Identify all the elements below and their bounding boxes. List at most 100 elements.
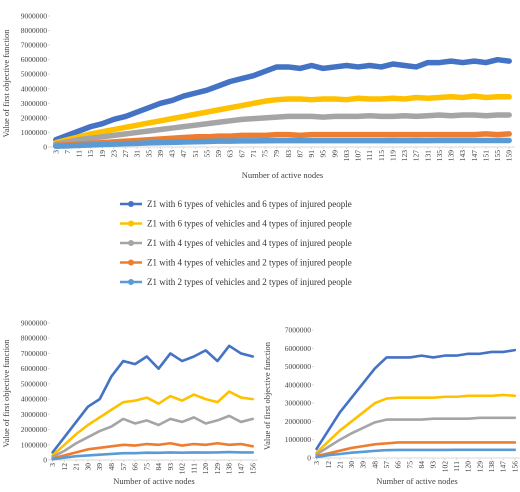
legend-label: Z1 with 4 types of vehicles and 4 types …	[147, 238, 352, 248]
x-tick-label: 66	[131, 463, 140, 471]
x-tick-label: 102	[440, 461, 449, 473]
x-tick-label: 135	[435, 150, 444, 162]
series-line	[315, 448, 517, 459]
x-tick-label: 31	[133, 150, 142, 158]
x-tick-label: 21	[72, 463, 81, 471]
series-line	[53, 112, 512, 147]
y-tick-label: 2000000	[21, 425, 48, 434]
y-tick-label: 5000000	[285, 362, 312, 371]
legend: Z1 with 6 types of vehicles and 6 types …	[120, 199, 352, 287]
series-line	[315, 393, 517, 454]
x-tick-label: 30	[347, 461, 356, 469]
x-tick-label: 111	[365, 150, 374, 161]
x-tick-label: 84	[154, 463, 163, 471]
x-tick-label: 30	[83, 463, 92, 471]
y-tick-label: 6000000	[285, 344, 312, 353]
y-tick-label: 3000000	[21, 410, 48, 419]
x-tick-label: 23	[109, 150, 118, 158]
y-tick-label: 5000000	[21, 70, 48, 79]
series-line	[51, 441, 255, 460]
x-tick-label: 155	[493, 150, 502, 162]
y-axis-title: Value of first objective function	[1, 29, 11, 138]
x-tick-label: 35	[144, 150, 153, 158]
x-tick-label: 3	[51, 150, 60, 154]
x-tick-label: 107	[354, 150, 363, 162]
y-tick-label: 6000000	[21, 364, 48, 373]
x-tick-label: 143	[458, 150, 467, 162]
x-tick-label: 84	[417, 461, 426, 469]
y-tick-label: 0	[43, 456, 47, 465]
y-tick-label: 4000000	[21, 84, 48, 93]
x-axis-title: Number of active nodes	[113, 476, 194, 486]
x-tick-label: 138	[225, 463, 234, 475]
x-tick-label: 3	[48, 463, 57, 467]
y-tick-label: 1000000	[285, 435, 312, 444]
x-tick-label: 21	[335, 461, 344, 469]
legend-label: Z1 with 4 types of vehicles and 2 types …	[147, 258, 352, 268]
y-tick-label: 2000000	[285, 417, 312, 426]
y-tick-label: 8000000	[21, 26, 48, 35]
y-axis-title: Value of first objective function	[262, 341, 272, 450]
x-tick-label: 156	[248, 463, 257, 475]
x-tick-label: 147	[499, 461, 508, 473]
y-tick-label: 1000000	[21, 128, 48, 137]
series-line	[315, 416, 517, 456]
x-tick-label: 59	[214, 150, 223, 158]
x-tick-label: 39	[95, 463, 104, 471]
x-tick-label: 79	[272, 150, 281, 158]
chart: 0 1000000 2000000 3000000 4000000 5000000 6000…	[1, 12, 515, 180]
x-tick-label: 27	[121, 150, 130, 158]
y-tick-label: 5000000	[21, 379, 48, 388]
x-tick-label: 75	[261, 150, 270, 158]
series-line	[51, 450, 255, 461]
x-tick-label: 103	[342, 150, 351, 162]
y-axis-title: Value of first objective function	[1, 339, 11, 448]
series-line	[53, 137, 512, 150]
series-line	[53, 93, 512, 146]
legend-marker	[128, 220, 134, 227]
x-tick-label: 138	[487, 461, 496, 473]
legend-label: Z1 with 6 types of vehicles and 6 types …	[147, 199, 352, 209]
x-tick-label: 11	[75, 150, 84, 157]
x-tick-label: 55	[202, 150, 211, 158]
x-tick-label: 19	[98, 150, 107, 158]
x-tick-label: 66	[394, 461, 403, 469]
series-line	[315, 441, 517, 458]
x-tick-label: 57	[382, 461, 391, 469]
x-tick-label: 91	[307, 150, 316, 158]
x-tick-label: 120	[201, 463, 210, 475]
x-tick-label: 93	[429, 461, 438, 469]
x-tick-label: 147	[470, 150, 479, 162]
x-tick-label: 83	[284, 150, 293, 158]
x-axis-title: Number of active nodes	[242, 170, 323, 180]
y-tick-label: 7000000	[285, 326, 312, 335]
x-tick-label: 156	[510, 461, 519, 473]
legend-marker	[128, 240, 134, 246]
legend-marker	[128, 279, 134, 285]
y-tick-label: 3000000	[285, 399, 312, 408]
x-tick-label: 71	[249, 150, 258, 158]
y-tick-label: 9000000	[21, 319, 48, 328]
x-tick-label: 48	[107, 463, 116, 471]
x-tick-label: 51	[191, 150, 200, 158]
x-tick-label: 147	[236, 463, 245, 475]
x-tick-label: 63	[226, 150, 235, 158]
x-tick-label: 115	[377, 150, 386, 161]
y-tick-label: 9000000	[21, 12, 48, 21]
y-tick-label: 7000000	[21, 41, 48, 50]
chart: 0 1000000 2000000 3000000 4000000 5000000 6000…	[1, 319, 258, 486]
y-tick-label: 7000000	[21, 349, 48, 358]
x-tick-label: 12	[60, 463, 69, 471]
legend-label: Z1 with 2 types of vehicles and 2 types …	[147, 277, 352, 287]
chart: 0 1000000 2000000 3000000 4000000 5000000 6000…	[262, 326, 520, 486]
x-tick-label: 129	[475, 461, 484, 473]
y-tick-label: 2000000	[21, 113, 48, 122]
x-tick-label: 111	[452, 461, 461, 472]
series-line	[53, 56, 512, 143]
legend-label: Z1 with 6 types of vehicles and 4 types …	[147, 219, 352, 229]
series-line	[51, 344, 255, 454]
x-tick-label: 57	[119, 463, 128, 471]
y-tick-label: 0	[307, 454, 311, 463]
